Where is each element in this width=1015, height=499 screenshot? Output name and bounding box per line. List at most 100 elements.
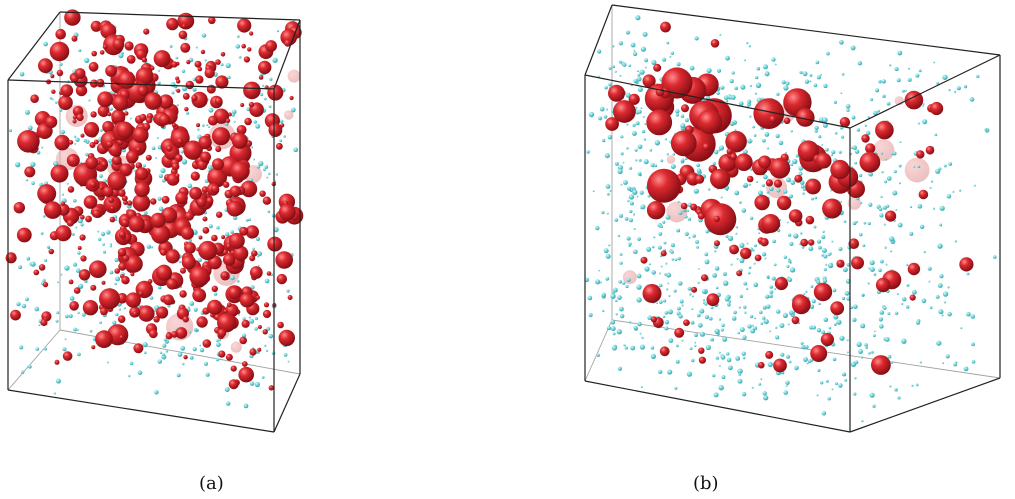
cyan-particle [597,49,602,54]
cyan-particle [668,294,671,297]
cyan-particle [639,190,644,195]
cyan-particle [762,316,766,320]
cyan-particle [257,264,260,267]
cyan-particle [659,300,663,304]
cyan-particle [715,356,719,360]
cyan-particle [884,158,888,161]
red-sphere [144,92,162,110]
cyan-particle [684,215,688,219]
cyan-particle [667,309,673,315]
cyan-particle [890,361,894,364]
cyan-particle [264,278,270,284]
cyan-particle [629,218,633,223]
red-sphere [85,215,92,223]
cyan-particle [60,129,66,135]
cyan-particle [825,379,829,383]
red-sphere [702,143,710,151]
cyan-particle [662,299,667,303]
cyan-particle [611,345,617,351]
red-sphere [218,350,226,358]
cyan-particle [151,146,156,151]
cyan-particle [816,239,822,244]
red-sphere [102,120,115,133]
cyan-particle [858,349,864,355]
cyan-particle [838,150,842,154]
red-sphere [195,75,204,84]
cyan-particle [157,196,162,201]
cyan-particle [704,259,710,265]
cyan-particle [72,262,78,267]
red-sphere [179,290,187,298]
cyan-particle [885,263,888,266]
red-sphere [214,97,223,105]
cyan-particle [187,183,193,189]
cyan-particle [821,330,826,335]
cyan-particle [786,177,791,183]
cyan-particle [872,334,876,338]
cyan-particle [844,378,848,382]
cyan-particle [720,196,723,199]
cyan-particle [921,298,927,304]
red-sphere [776,195,792,211]
red-sphere [83,195,98,209]
cyan-particle [702,298,706,302]
cyan-particle [636,297,642,303]
cyan-particle [628,194,635,200]
cyan-particle [696,168,702,173]
red-sphere [51,89,56,94]
red-sphere [773,179,783,188]
cyan-particle [739,242,745,248]
cyan-particle [622,161,625,164]
red-sphere [30,94,39,103]
red-sphere [89,142,96,148]
cyan-particle [890,250,893,253]
red-sphere [48,248,55,255]
cyan-particle [109,245,113,248]
cyan-particle [896,78,901,83]
cyan-particle [718,145,725,151]
red-sphere [137,85,148,97]
cyan-particle [790,267,796,273]
red-sphere [268,385,274,391]
cyan-particle [688,236,691,239]
cyan-particle [19,71,25,77]
cyan-particle [761,183,765,188]
red-sphere [959,257,974,272]
cyan-particle [594,279,601,285]
cyan-particle [868,171,874,177]
cyan-particle [746,41,749,45]
cyan-particle [76,352,81,357]
cyan-particle [108,158,113,163]
cyan-particle [666,153,670,156]
cyan-particle [917,203,923,209]
cyan-particle [936,340,942,346]
cyan-particle [830,189,833,192]
red-sphere [156,306,169,319]
cyan-particle [859,201,863,205]
red-sphere [181,255,196,270]
red-sphere [184,242,196,254]
red-sphere [132,193,151,212]
cyan-particle [846,262,851,267]
cyan-particle [697,267,700,270]
cyan-particle [810,285,814,288]
cyan-particle [193,307,198,312]
red-sphere [150,66,155,71]
red-sphere [89,260,107,279]
red-sphere [243,56,250,63]
cyan-particle [727,302,731,307]
cyan-particle [692,234,696,238]
red-sphere [753,98,785,129]
cyan-particle [651,270,657,275]
cyan-particle [666,288,669,291]
cyan-particle [206,124,209,127]
red-sphere [124,111,129,116]
cyan-particle [658,283,663,288]
cyan-particle [675,109,680,114]
cyan-particle [635,106,638,109]
cyan-particle [776,309,781,314]
red-sphere [54,359,60,365]
red-sphere [704,203,737,236]
cyan-particle [21,303,27,309]
